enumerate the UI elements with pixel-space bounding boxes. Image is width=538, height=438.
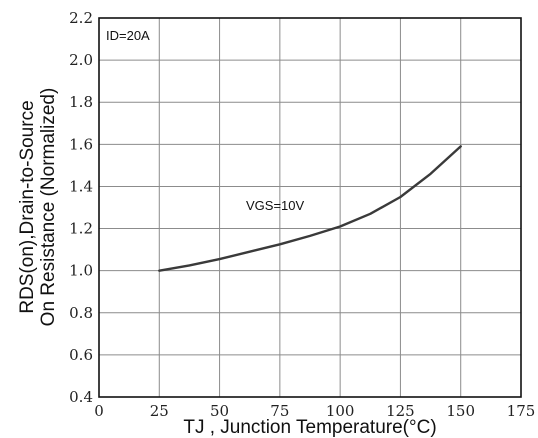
- y-axis-title-line-1: RDS(on),Drain-to-Source: [17, 100, 38, 313]
- annotation-vgs: VGS=10V: [246, 198, 305, 213]
- x-tick-label: 75: [270, 402, 289, 420]
- series-line-0: [158, 145, 462, 272]
- y-tick-label: 2.2: [69, 9, 93, 27]
- x-tick-label: 125: [386, 402, 415, 420]
- y-tick-label: 1.2: [69, 220, 93, 238]
- y-tick-label: 0.8: [69, 304, 93, 322]
- x-tick-label: 50: [210, 402, 229, 420]
- y-tick-label: 1.4: [69, 177, 93, 195]
- x-tick-label: 100: [326, 402, 355, 420]
- y-tick-label: 0.4: [69, 388, 93, 406]
- plot-frame: [98, 17, 522, 398]
- y-tick-label: 1.0: [69, 262, 93, 280]
- y-tick-label: 1.6: [69, 135, 93, 153]
- x-tick-labels: 0 25 50 75 100 125 150 175: [94, 402, 535, 420]
- x-tick-label: 175: [507, 402, 536, 420]
- x-tick-label: 25: [150, 402, 169, 420]
- x-tick-label: 150: [446, 402, 475, 420]
- annotation-id: ID=20A: [106, 28, 150, 43]
- y-tick-label: 1.8: [69, 93, 93, 111]
- y-tick-labels: 0.4 0.6 0.8 1.0 1.2 1.4 1.6 1.8 2.0 2.2: [69, 9, 93, 406]
- y-tick-label: 2.0: [69, 51, 93, 69]
- annotation-box: [103, 25, 158, 44]
- y-axis-title-line-2: On Resistance (Normalized): [38, 88, 59, 327]
- x-tick-label: 0: [94, 402, 104, 420]
- series-group: [158, 145, 462, 272]
- x-axis-title: TJ , Junction Temperature(°C): [183, 417, 436, 438]
- grid: [98, 17, 522, 398]
- y-tick-label: 0.6: [69, 346, 93, 364]
